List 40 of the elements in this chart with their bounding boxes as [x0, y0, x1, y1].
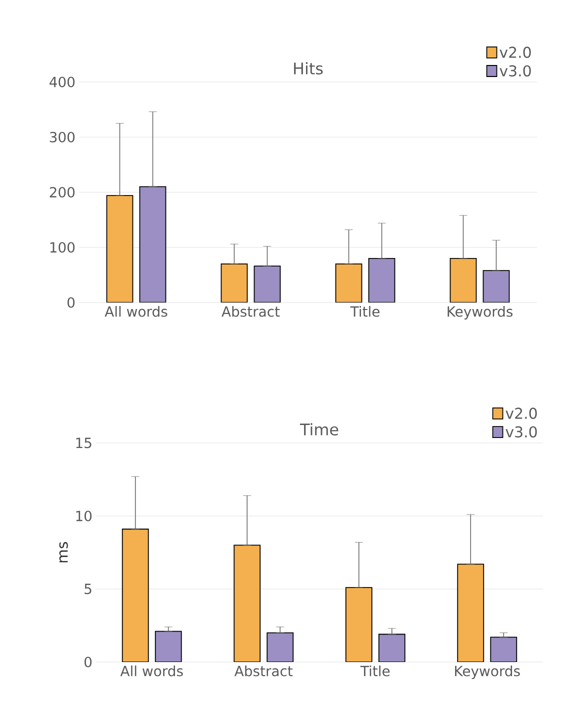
bar — [234, 544, 261, 662]
legend-label: v2.0 — [500, 46, 531, 58]
y-tick-label: 100 — [50, 242, 75, 253]
bar — [254, 266, 281, 302]
chart-title: Hits — [294, 62, 323, 74]
y-tick-label: 0 — [84, 656, 92, 668]
legend-label: v2.0 — [506, 408, 537, 419]
bar — [368, 258, 396, 302]
bar — [266, 632, 294, 662]
bar — [345, 587, 372, 662]
x-tick-label: Keywords — [448, 306, 513, 320]
y-tick-label: 10 — [76, 510, 92, 522]
bar — [457, 564, 484, 662]
bar — [482, 270, 510, 302]
x-tick-label: Title — [360, 666, 390, 676]
legend-label: v3.0 — [506, 426, 537, 438]
y-tick-label: 15 — [76, 438, 92, 448]
x-tick-label: Keywords — [455, 666, 520, 680]
y-axis-title: ms — [59, 542, 68, 562]
bar — [490, 636, 518, 662]
y-tick-label: 0 — [68, 297, 75, 308]
bar — [220, 263, 248, 302]
x-tick-label: Abstract — [222, 306, 280, 317]
y-tick-label: 400 — [50, 76, 75, 88]
bar — [106, 195, 134, 302]
chart-title: Time — [300, 423, 338, 436]
x-tick-label: All words — [104, 306, 168, 317]
x-tick-label: Title — [350, 306, 380, 317]
bar — [122, 528, 149, 662]
x-tick-label: All words — [120, 666, 183, 676]
bar — [450, 258, 477, 302]
bar — [378, 634, 406, 662]
y-tick-label: 200 — [50, 186, 75, 198]
legend-label: v3.0 — [500, 65, 531, 77]
y-tick-label: 300 — [50, 132, 75, 142]
y-tick-label: 5 — [84, 584, 92, 594]
bar — [335, 263, 362, 302]
bar — [139, 186, 166, 302]
x-tick-label: Abstract — [234, 666, 293, 676]
bar — [154, 630, 182, 662]
